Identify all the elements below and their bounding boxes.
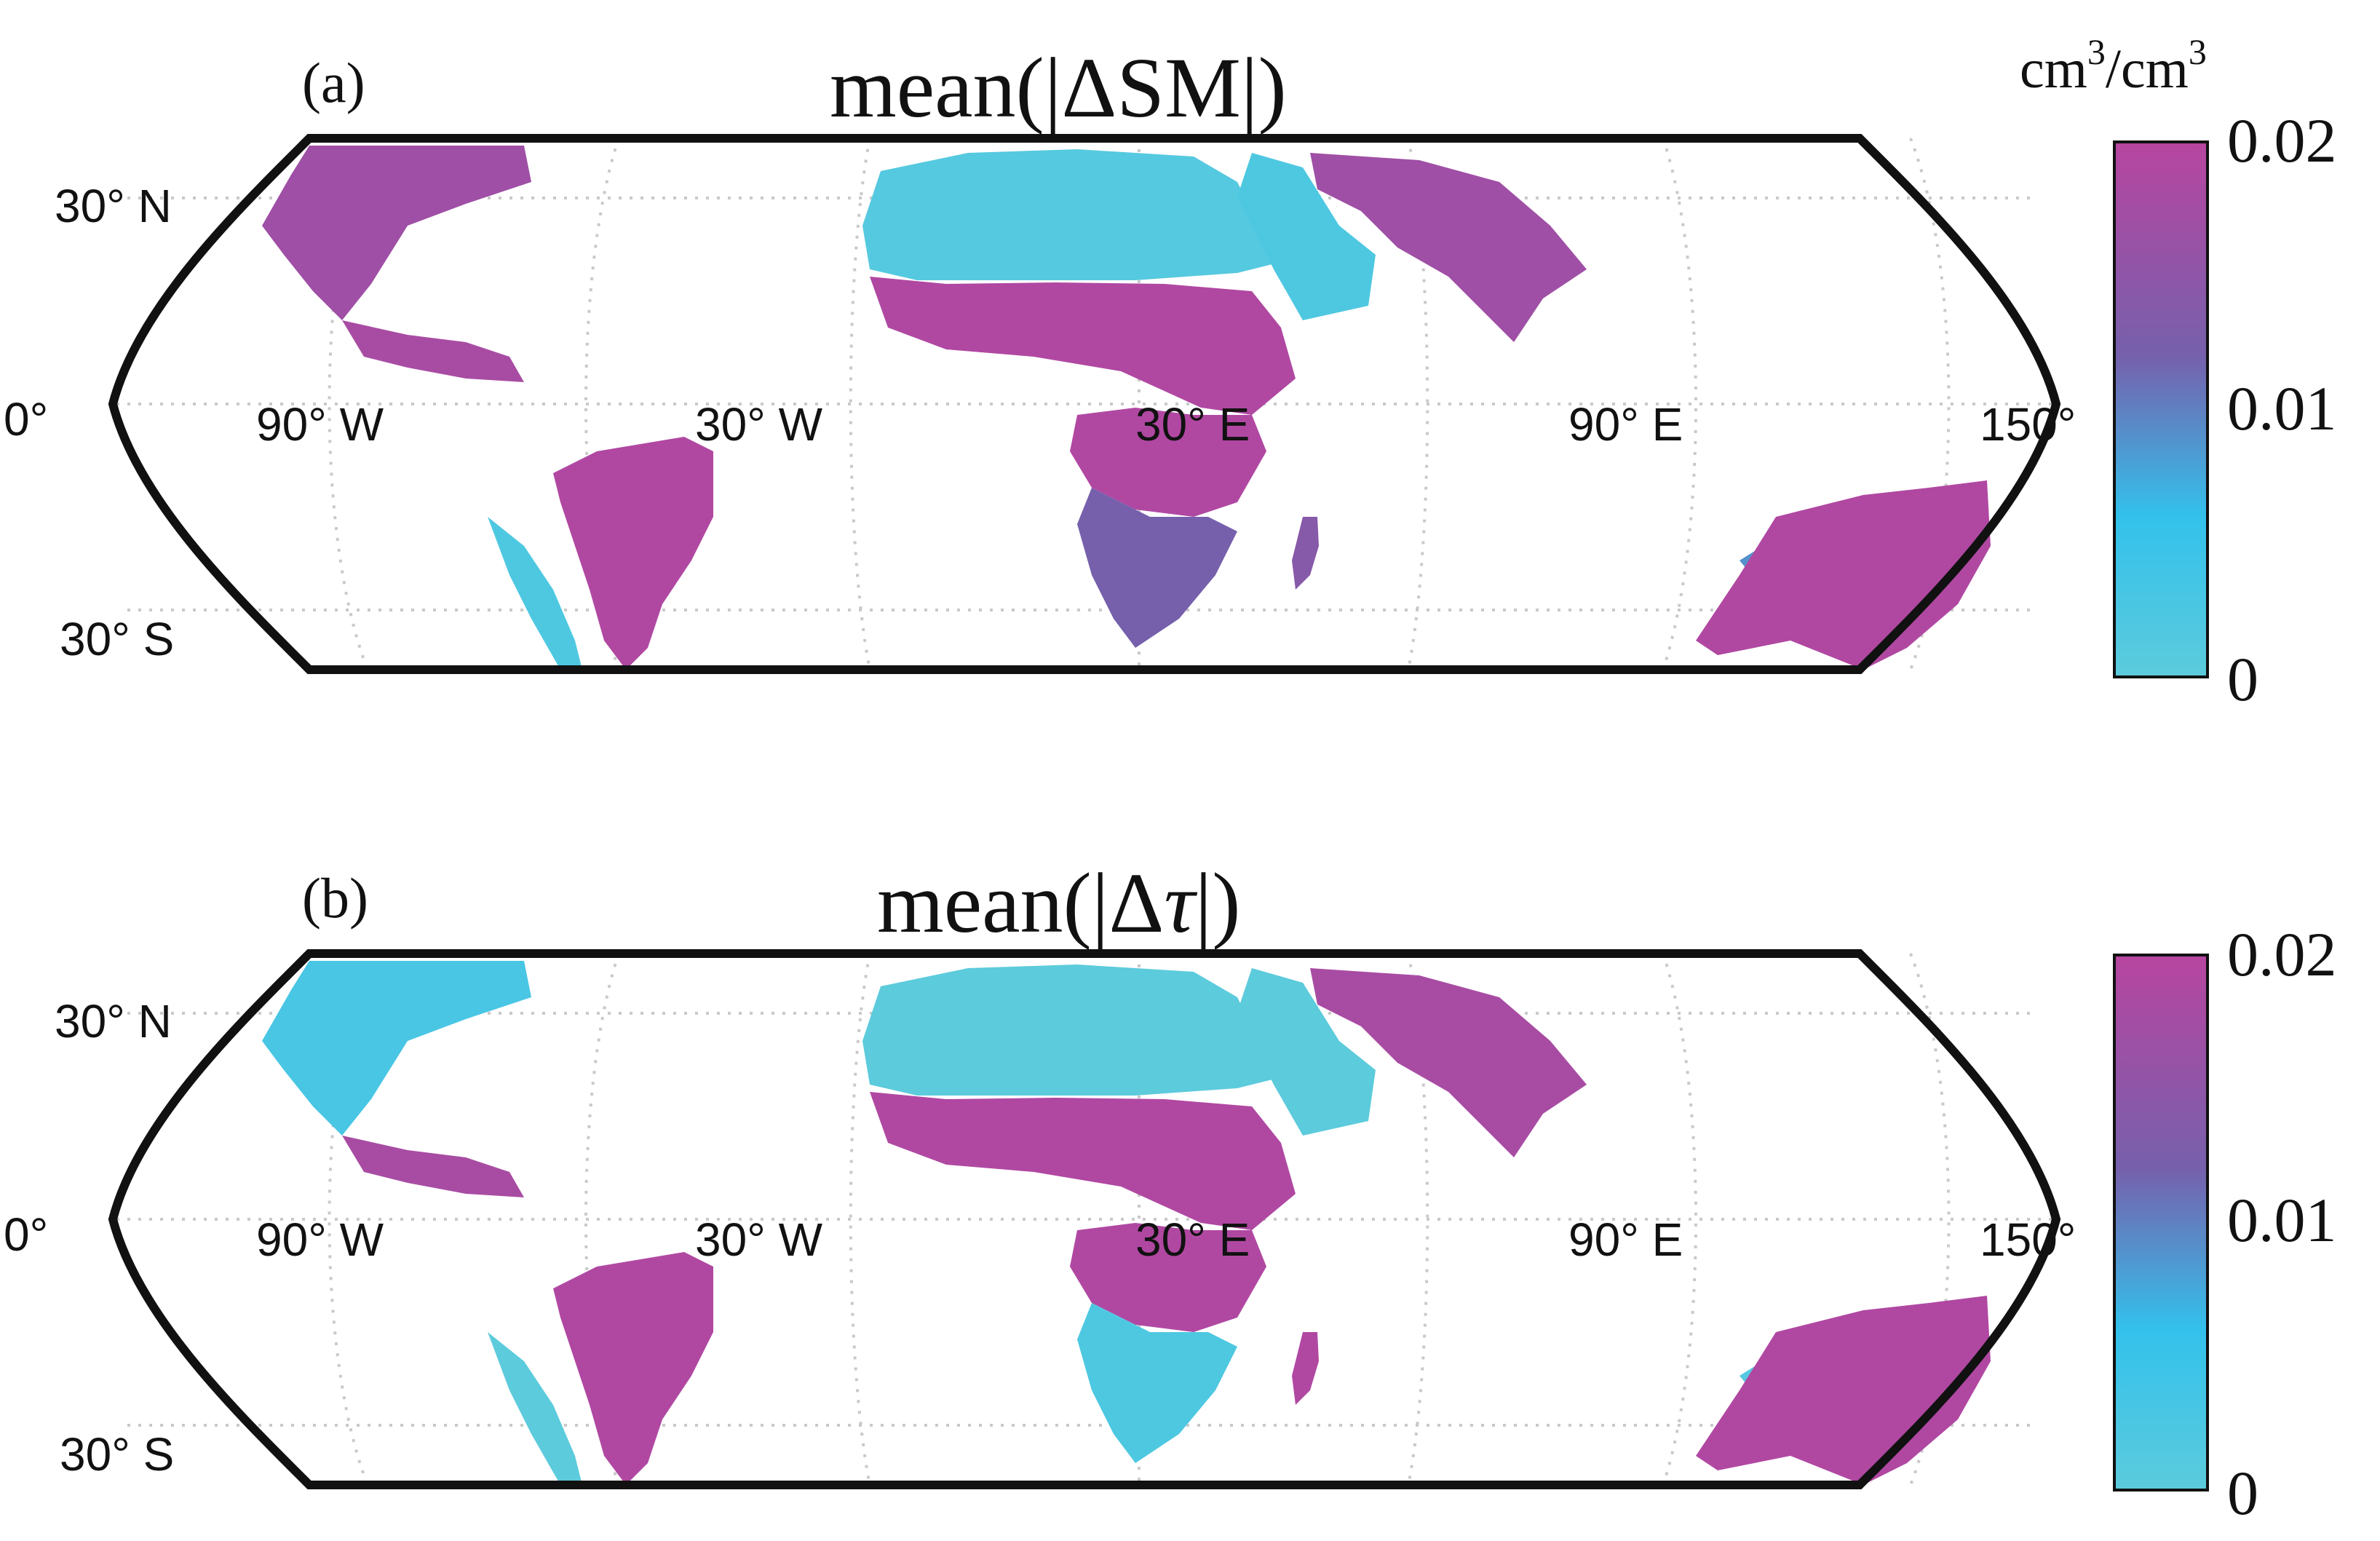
panel-title-b: mean(|Δτ|)	[877, 855, 1241, 951]
region-southern-africa	[1077, 1303, 1237, 1463]
region-central-africa	[1070, 1223, 1266, 1332]
lon-label-30e-b: 30° E	[1135, 1213, 1250, 1266]
lon-label-90w-b: 90° W	[256, 1213, 384, 1266]
lon-label-30w-a: 30° W	[695, 398, 823, 451]
colorbar-a-gradient	[2113, 140, 2209, 678]
axis-labels-a: 30° N 0° 30° S 90° W 30° W 30° E 90° E 1…	[4, 180, 2076, 665]
colorbar-b-gradient	[2113, 954, 2209, 1492]
lat-label-0-b: 0°	[4, 1208, 48, 1261]
map-panel-b	[113, 954, 2056, 1485]
region-north-america	[262, 146, 531, 320]
colorbar-unit: cm3/cm3	[2020, 31, 2207, 100]
panel-title-b-suffix: |)	[1195, 855, 1241, 951]
region-madagascar	[1292, 1332, 1319, 1405]
region-madagascar	[1292, 517, 1319, 590]
colorbar-a-tick-max: 0.02	[2227, 106, 2337, 175]
lon-label-90e-b: 90° E	[1568, 1213, 1683, 1266]
panel-title-b-prefix: mean(|Δ	[877, 855, 1164, 951]
panel-title-a-symbol: SM	[1116, 40, 1241, 135]
region-southern-africa	[1077, 488, 1237, 648]
region-mexico	[342, 320, 524, 382]
colorbar-b: 0.02 0.01 0	[2113, 919, 2337, 1528]
lat-label-30s-b: 30° S	[60, 1428, 174, 1481]
colorbar-a-tick-mid: 0.01	[2227, 373, 2337, 443]
colorbar-b-tick-max: 0.02	[2227, 919, 2337, 989]
colorbar-b-tick-mid: 0.01	[2227, 1185, 2337, 1255]
region-sahel-band	[870, 277, 1296, 415]
region-south-america	[553, 1252, 713, 1485]
lon-label-90w-a: 90° W	[256, 398, 384, 451]
colorbar-a-tick-min: 0	[2227, 644, 2258, 714]
colorbar-unit-exp-1: 3	[2087, 31, 2106, 72]
panel-title-a: mean(|ΔSM|)	[830, 40, 1287, 135]
panel-label-a: (a)	[302, 51, 365, 114]
panel-title-a-suffix: |)	[1241, 40, 1287, 135]
region-south-america	[553, 437, 713, 670]
region-north-africa-sahara	[862, 964, 1281, 1096]
region-australia-rim	[1696, 480, 1991, 670]
region-central-africa	[1070, 408, 1266, 517]
lon-label-90e-a: 90° E	[1568, 398, 1683, 451]
region-andes-desert	[488, 517, 582, 670]
lat-label-30n-a: 30° N	[55, 180, 172, 232]
lat-label-30n-b: 30° N	[55, 995, 172, 1047]
panel-title-a-prefix: mean(|Δ	[830, 40, 1116, 135]
region-arabian-peninsula	[1237, 968, 1376, 1136]
colorbar-unit-base: cm	[2020, 39, 2087, 100]
map-panel-a	[113, 138, 2056, 670]
region-mexico	[342, 1136, 524, 1197]
colorbar-unit-exp-2: 3	[2189, 31, 2207, 72]
lon-label-30e-a: 30° E	[1135, 398, 1250, 451]
lon-label-150-b: 150°	[1980, 1213, 2076, 1266]
colorbar-unit-sep: /cm	[2106, 39, 2189, 100]
lat-label-30s-a: 30° S	[60, 613, 174, 665]
region-sahel-band	[870, 1092, 1296, 1230]
lat-label-0-a: 0°	[4, 393, 48, 445]
region-arabian-peninsula	[1237, 153, 1376, 320]
axis-labels-b: 30° N 0° 30° S 90° W 30° W 30° E 90° E 1…	[4, 995, 2076, 1481]
colorbar-b-tick-min: 0	[2227, 1458, 2258, 1528]
region-australia-rim	[1696, 1296, 1991, 1485]
region-south-asia	[1310, 153, 1587, 342]
lon-label-150-a: 150°	[1980, 398, 2076, 451]
region-north-america	[262, 961, 531, 1136]
lon-label-30w-b: 30° W	[695, 1213, 823, 1266]
region-north-africa-sahara	[862, 149, 1281, 280]
panel-title-b-symbol: τ	[1164, 855, 1197, 951]
region-andes-desert	[488, 1332, 582, 1485]
panel-label-b: (b)	[302, 866, 368, 930]
region-south-asia	[1310, 968, 1587, 1157]
colorbar-a: 0.02 0.01 0	[2113, 106, 2337, 714]
